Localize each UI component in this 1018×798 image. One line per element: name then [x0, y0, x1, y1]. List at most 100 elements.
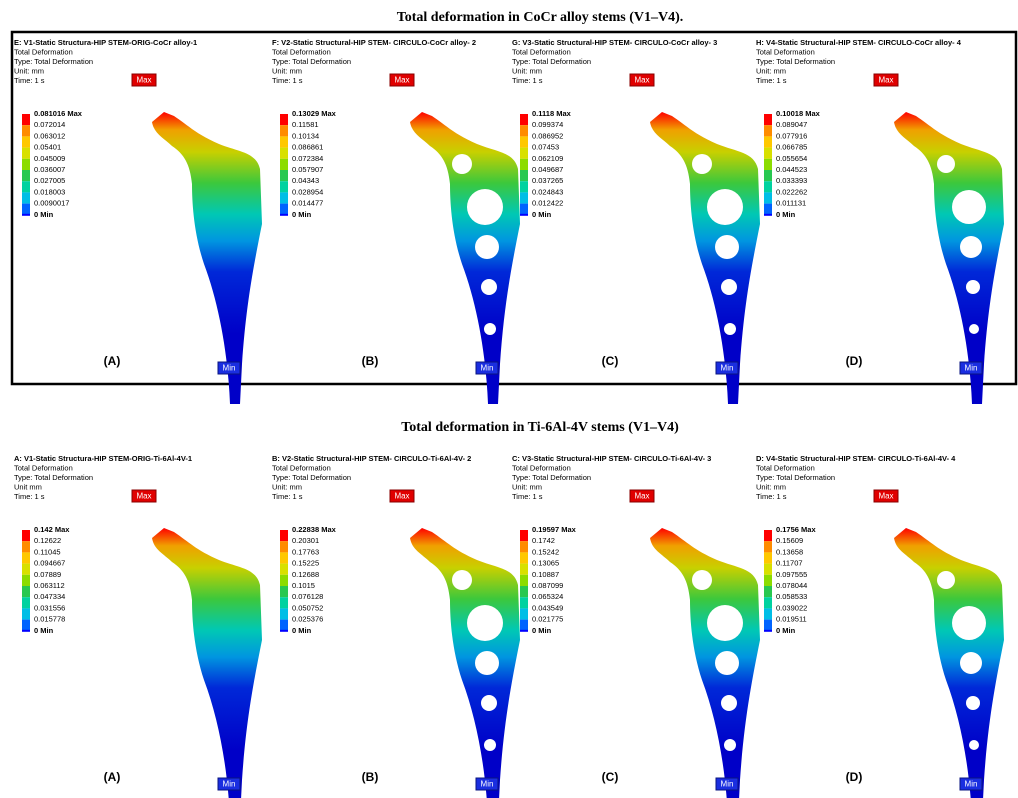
legend-swatch — [520, 575, 528, 586]
legend-swatch — [764, 192, 772, 203]
stem-hole — [475, 235, 499, 259]
legend-label: 0.065324 — [532, 592, 563, 601]
panel-header: Time: 1 s — [14, 76, 45, 85]
legend-swatch — [764, 630, 772, 632]
legend-swatch — [280, 564, 288, 575]
panel: E: V1-Static Structura-HIP STEM-ORIG-CoC… — [14, 38, 262, 404]
panel-header: Total Deformation — [14, 47, 73, 56]
stem-hole — [724, 323, 736, 335]
stem-hole — [966, 696, 980, 710]
stem — [650, 528, 760, 798]
stem-hole — [481, 279, 497, 295]
panel: B: V2-Static Structural-HIP STEM- CIRCUL… — [272, 454, 520, 798]
legend-label: 0.045009 — [34, 154, 65, 163]
legend-label: 0.011131 — [776, 199, 806, 208]
panel: F: V2-Static Structural-HIP STEM- CIRCUL… — [272, 38, 520, 404]
legend-label: 0.12622 — [34, 536, 61, 545]
legend-swatch — [520, 564, 528, 575]
legend-swatch — [22, 630, 30, 632]
stem-hole — [969, 324, 979, 334]
legend-swatch — [22, 586, 30, 597]
legend-swatch — [280, 170, 288, 181]
legend-swatch — [280, 552, 288, 563]
panel: D: V4-Static Structural-HIP STEM- CIRCUL… — [756, 454, 1004, 798]
legend-label: 0.039022 — [776, 603, 807, 612]
stem-hole — [937, 155, 955, 173]
legend-swatch — [520, 630, 528, 632]
stem-hole — [937, 571, 955, 589]
legend-label: 0.11581 — [292, 120, 319, 129]
legend-swatch — [520, 214, 528, 216]
legend-label: 0.076128 — [292, 592, 323, 601]
legend-label: 0.1118 Max — [532, 109, 572, 118]
max-tag: Max — [136, 492, 151, 501]
section-title: Total deformation in Ti-6Al-4V stems (V1… — [401, 420, 679, 435]
legend-label: 0 Min — [532, 626, 552, 635]
stem-hole — [467, 605, 503, 641]
legend-swatch — [280, 541, 288, 552]
legend-swatch — [22, 541, 30, 552]
legend-label: 0.19597 Max — [532, 525, 577, 534]
legend-swatch — [280, 575, 288, 586]
legend-swatch — [22, 181, 30, 192]
legend-swatch — [22, 136, 30, 147]
legend-swatch — [280, 204, 288, 215]
min-tag: Min — [223, 780, 236, 789]
max-tag: Max — [394, 492, 409, 501]
legend-swatch — [764, 214, 772, 216]
legend-swatch — [22, 159, 30, 170]
legend-label: 0.036007 — [34, 165, 65, 174]
legend-swatch — [764, 125, 772, 136]
panel: G: V3-Static Structural-HIP STEM- CIRCUL… — [512, 38, 760, 404]
legend-swatch — [520, 586, 528, 597]
max-tag: Max — [136, 76, 151, 85]
legend-swatch — [280, 125, 288, 136]
legend-label: 0 Min — [292, 626, 312, 635]
legend-swatch — [520, 170, 528, 181]
legend-label: 0.024843 — [532, 187, 563, 196]
legend-label: 0.018003 — [34, 187, 65, 196]
min-tag: Min — [223, 364, 236, 373]
legend-label: 0.11707 — [776, 559, 803, 568]
legend-label: 0.094667 — [34, 559, 65, 568]
stem-hole — [484, 323, 496, 335]
stem-hole — [966, 280, 980, 294]
legend-label: 0.081016 Max — [34, 109, 83, 118]
legend-swatch — [280, 181, 288, 192]
legend-swatch — [520, 148, 528, 159]
panel-header: Unit: mm — [512, 482, 542, 491]
min-tag: Min — [481, 780, 494, 789]
legend-swatch — [280, 620, 288, 631]
legend-swatch — [764, 564, 772, 575]
panel-header: Total Deformation — [272, 47, 331, 56]
panel-header: E: V1-Static Structura-HIP STEM-ORIG-CoC… — [14, 38, 197, 47]
panel-header: Total Deformation — [756, 47, 815, 56]
legend-label: 0.142 Max — [34, 525, 70, 534]
legend-swatch — [764, 586, 772, 597]
stem-hole — [475, 651, 499, 675]
legend-swatch — [764, 114, 772, 125]
legend-label: 0.10887 — [532, 570, 559, 579]
legend-swatch — [280, 159, 288, 170]
figure: Total deformation in CoCr alloy stems (V… — [0, 0, 1018, 798]
legend-swatch — [520, 125, 528, 136]
stem — [894, 528, 1004, 798]
stem-hole — [452, 570, 472, 590]
panel-header: Time: 1 s — [756, 76, 787, 85]
legend-swatch — [280, 148, 288, 159]
legend-swatch — [22, 192, 30, 203]
panel-header: Type: Total Deformation — [14, 473, 93, 482]
stem-hole — [969, 740, 979, 750]
panel-header: Time: 1 s — [756, 492, 787, 501]
stem — [152, 112, 262, 404]
legend-swatch — [764, 608, 772, 619]
stem-hole — [692, 154, 712, 174]
legend-label: 0.050752 — [292, 603, 323, 612]
legend-swatch — [280, 214, 288, 216]
legend-label: 0.13065 — [532, 559, 559, 568]
panel-header: Unit: mm — [272, 66, 302, 75]
panel-header: Time: 1 s — [512, 76, 543, 85]
panel-header: Total Deformation — [272, 463, 331, 472]
panel-letter: (C) — [602, 354, 619, 368]
legend-swatch — [520, 552, 528, 563]
